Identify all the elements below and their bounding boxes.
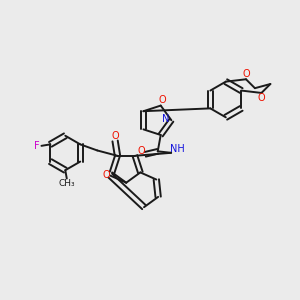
Text: CH₃: CH₃ bbox=[58, 179, 75, 188]
Text: F: F bbox=[34, 141, 40, 151]
Text: O: O bbox=[158, 94, 166, 105]
Text: NH: NH bbox=[170, 144, 184, 154]
Text: O: O bbox=[111, 130, 119, 141]
Text: O: O bbox=[258, 93, 265, 103]
Text: O: O bbox=[138, 146, 146, 156]
Text: O: O bbox=[103, 170, 111, 180]
Text: O: O bbox=[242, 69, 250, 79]
Text: N: N bbox=[162, 114, 169, 124]
